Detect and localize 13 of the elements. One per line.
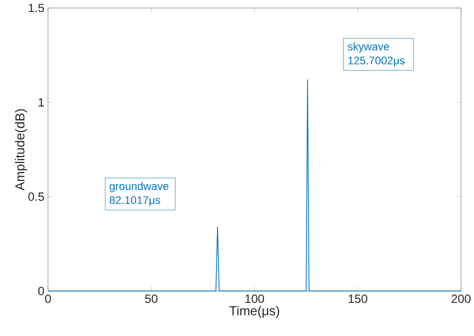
y-tick-label: 0.5 — [28, 192, 44, 201]
x-tick-label: 200 — [452, 294, 471, 303]
x-axis-title: Time(μs) — [229, 306, 280, 318]
x-tick-label: 0 — [45, 294, 51, 303]
x-tick-label: 50 — [145, 294, 158, 303]
y-tick-label: 1 — [38, 98, 44, 106]
x-tick-label: 150 — [348, 294, 368, 303]
y-axis-title: Amplitude(dB) — [14, 109, 28, 190]
annotation: groundwave 82.1017μs — [110, 182, 168, 206]
y-tick-label: 1.5 — [28, 4, 44, 12]
annotation: skywave 125.7002μs — [348, 42, 405, 66]
x-tick-label: 100 — [245, 294, 264, 303]
y-tick-label: 0 — [38, 286, 44, 296]
